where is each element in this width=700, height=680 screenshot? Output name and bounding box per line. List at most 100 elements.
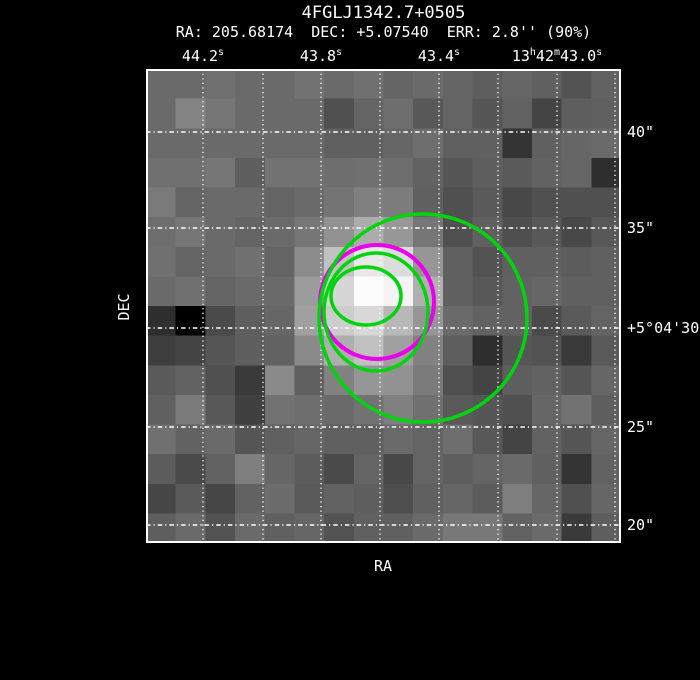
image-pixel	[442, 69, 474, 100]
image-pixel	[294, 246, 325, 277]
image-pixel	[235, 365, 266, 396]
image-pixel	[591, 157, 621, 189]
x-tick-label: 44.2s	[181, 47, 225, 65]
image-pixel	[353, 483, 385, 514]
image-pixel	[442, 276, 474, 307]
image-pixel	[175, 128, 206, 159]
y-tick-label: 25"	[627, 418, 655, 436]
image-pixel	[324, 157, 355, 189]
image-pixel	[175, 454, 206, 485]
image-pixel	[353, 513, 385, 543]
image-pixel	[383, 157, 414, 189]
image-pixel	[264, 128, 296, 159]
image-pixel	[175, 513, 206, 543]
image-pixel	[294, 128, 325, 159]
image-pixel	[146, 98, 177, 129]
image-pixel	[353, 128, 385, 159]
image-pixel	[205, 365, 236, 396]
image-pixel	[591, 187, 621, 218]
image-pixel	[383, 483, 414, 514]
sky-image-plot	[146, 69, 621, 543]
image-pixel	[235, 276, 266, 307]
image-pixel	[442, 483, 474, 514]
image-pixel	[205, 454, 236, 485]
y-tick-label: 20"	[627, 516, 655, 534]
image-pixel	[502, 483, 533, 514]
image-pixel	[531, 69, 563, 100]
image-pixel	[235, 187, 266, 218]
image-pixel	[561, 246, 592, 277]
image-pixel	[294, 513, 325, 543]
image-pixel	[264, 69, 296, 100]
image-pixel	[561, 424, 592, 455]
image-pixel	[353, 157, 385, 189]
image-pixel	[294, 483, 325, 514]
image-pixel	[205, 483, 236, 514]
image-pixel	[472, 306, 503, 337]
image-pixel	[264, 394, 296, 426]
image-pixel	[205, 335, 236, 366]
image-pixel	[502, 98, 533, 129]
image-pixel	[353, 69, 385, 100]
image-pixel	[146, 217, 177, 248]
image-pixel	[175, 246, 206, 277]
x-tick-label: 43.4s	[417, 47, 461, 65]
image-pixel	[502, 157, 533, 189]
image-pixel	[591, 69, 621, 100]
image-pixel	[591, 217, 621, 248]
image-pixel	[442, 365, 474, 396]
image-pixel	[383, 306, 414, 337]
image-pixel	[561, 98, 592, 129]
image-pixel	[561, 394, 592, 426]
image-pixel	[442, 157, 474, 189]
image-pixel	[591, 335, 621, 366]
image-pixel	[413, 157, 444, 189]
image-pixel	[235, 98, 266, 129]
image-pixel	[561, 365, 592, 396]
image-pixel	[294, 217, 325, 248]
image-pixel	[264, 424, 296, 455]
image-pixel	[205, 187, 236, 218]
image-pixel	[235, 454, 266, 485]
image-pixel	[235, 394, 266, 426]
image-pixel	[531, 365, 563, 396]
image-pixel	[383, 424, 414, 455]
tick-unit-superscript: s	[336, 47, 343, 58]
image-pixel	[294, 454, 325, 485]
image-pixel	[353, 454, 385, 485]
image-pixel	[442, 424, 474, 455]
image-pixel	[264, 98, 296, 129]
image-pixel	[472, 424, 503, 455]
image-pixel	[353, 276, 385, 307]
image-pixel	[175, 217, 206, 248]
x-tick-label: 13h42m43.0s	[511, 47, 603, 65]
y-tick-label: 40"	[627, 123, 655, 141]
image-pixel	[591, 365, 621, 396]
image-pixel	[502, 217, 533, 248]
image-pixel	[383, 187, 414, 218]
y-tick-label: +5°04'30"	[627, 319, 700, 337]
image-pixel	[561, 69, 592, 100]
image-pixel	[205, 69, 236, 100]
image-pixel	[413, 513, 444, 543]
image-pixel	[264, 246, 296, 277]
image-pixel	[146, 128, 177, 159]
image-pixel	[324, 424, 355, 455]
image-pixel	[442, 454, 474, 485]
image-pixel	[442, 187, 474, 218]
image-pixel	[146, 246, 177, 277]
image-pixel	[502, 187, 533, 218]
image-pixel	[264, 513, 296, 543]
image-pixel	[235, 424, 266, 455]
image-pixel	[561, 187, 592, 218]
image-pixel	[472, 513, 503, 543]
y-tick-label: 35"	[627, 219, 655, 237]
image-pixel	[235, 128, 266, 159]
image-pixel	[146, 157, 177, 189]
image-pixel	[531, 98, 563, 129]
image-pixel	[264, 157, 296, 189]
image-pixel	[146, 276, 177, 307]
image-pixel	[324, 69, 355, 100]
image-pixel	[294, 424, 325, 455]
image-pixel	[235, 246, 266, 277]
